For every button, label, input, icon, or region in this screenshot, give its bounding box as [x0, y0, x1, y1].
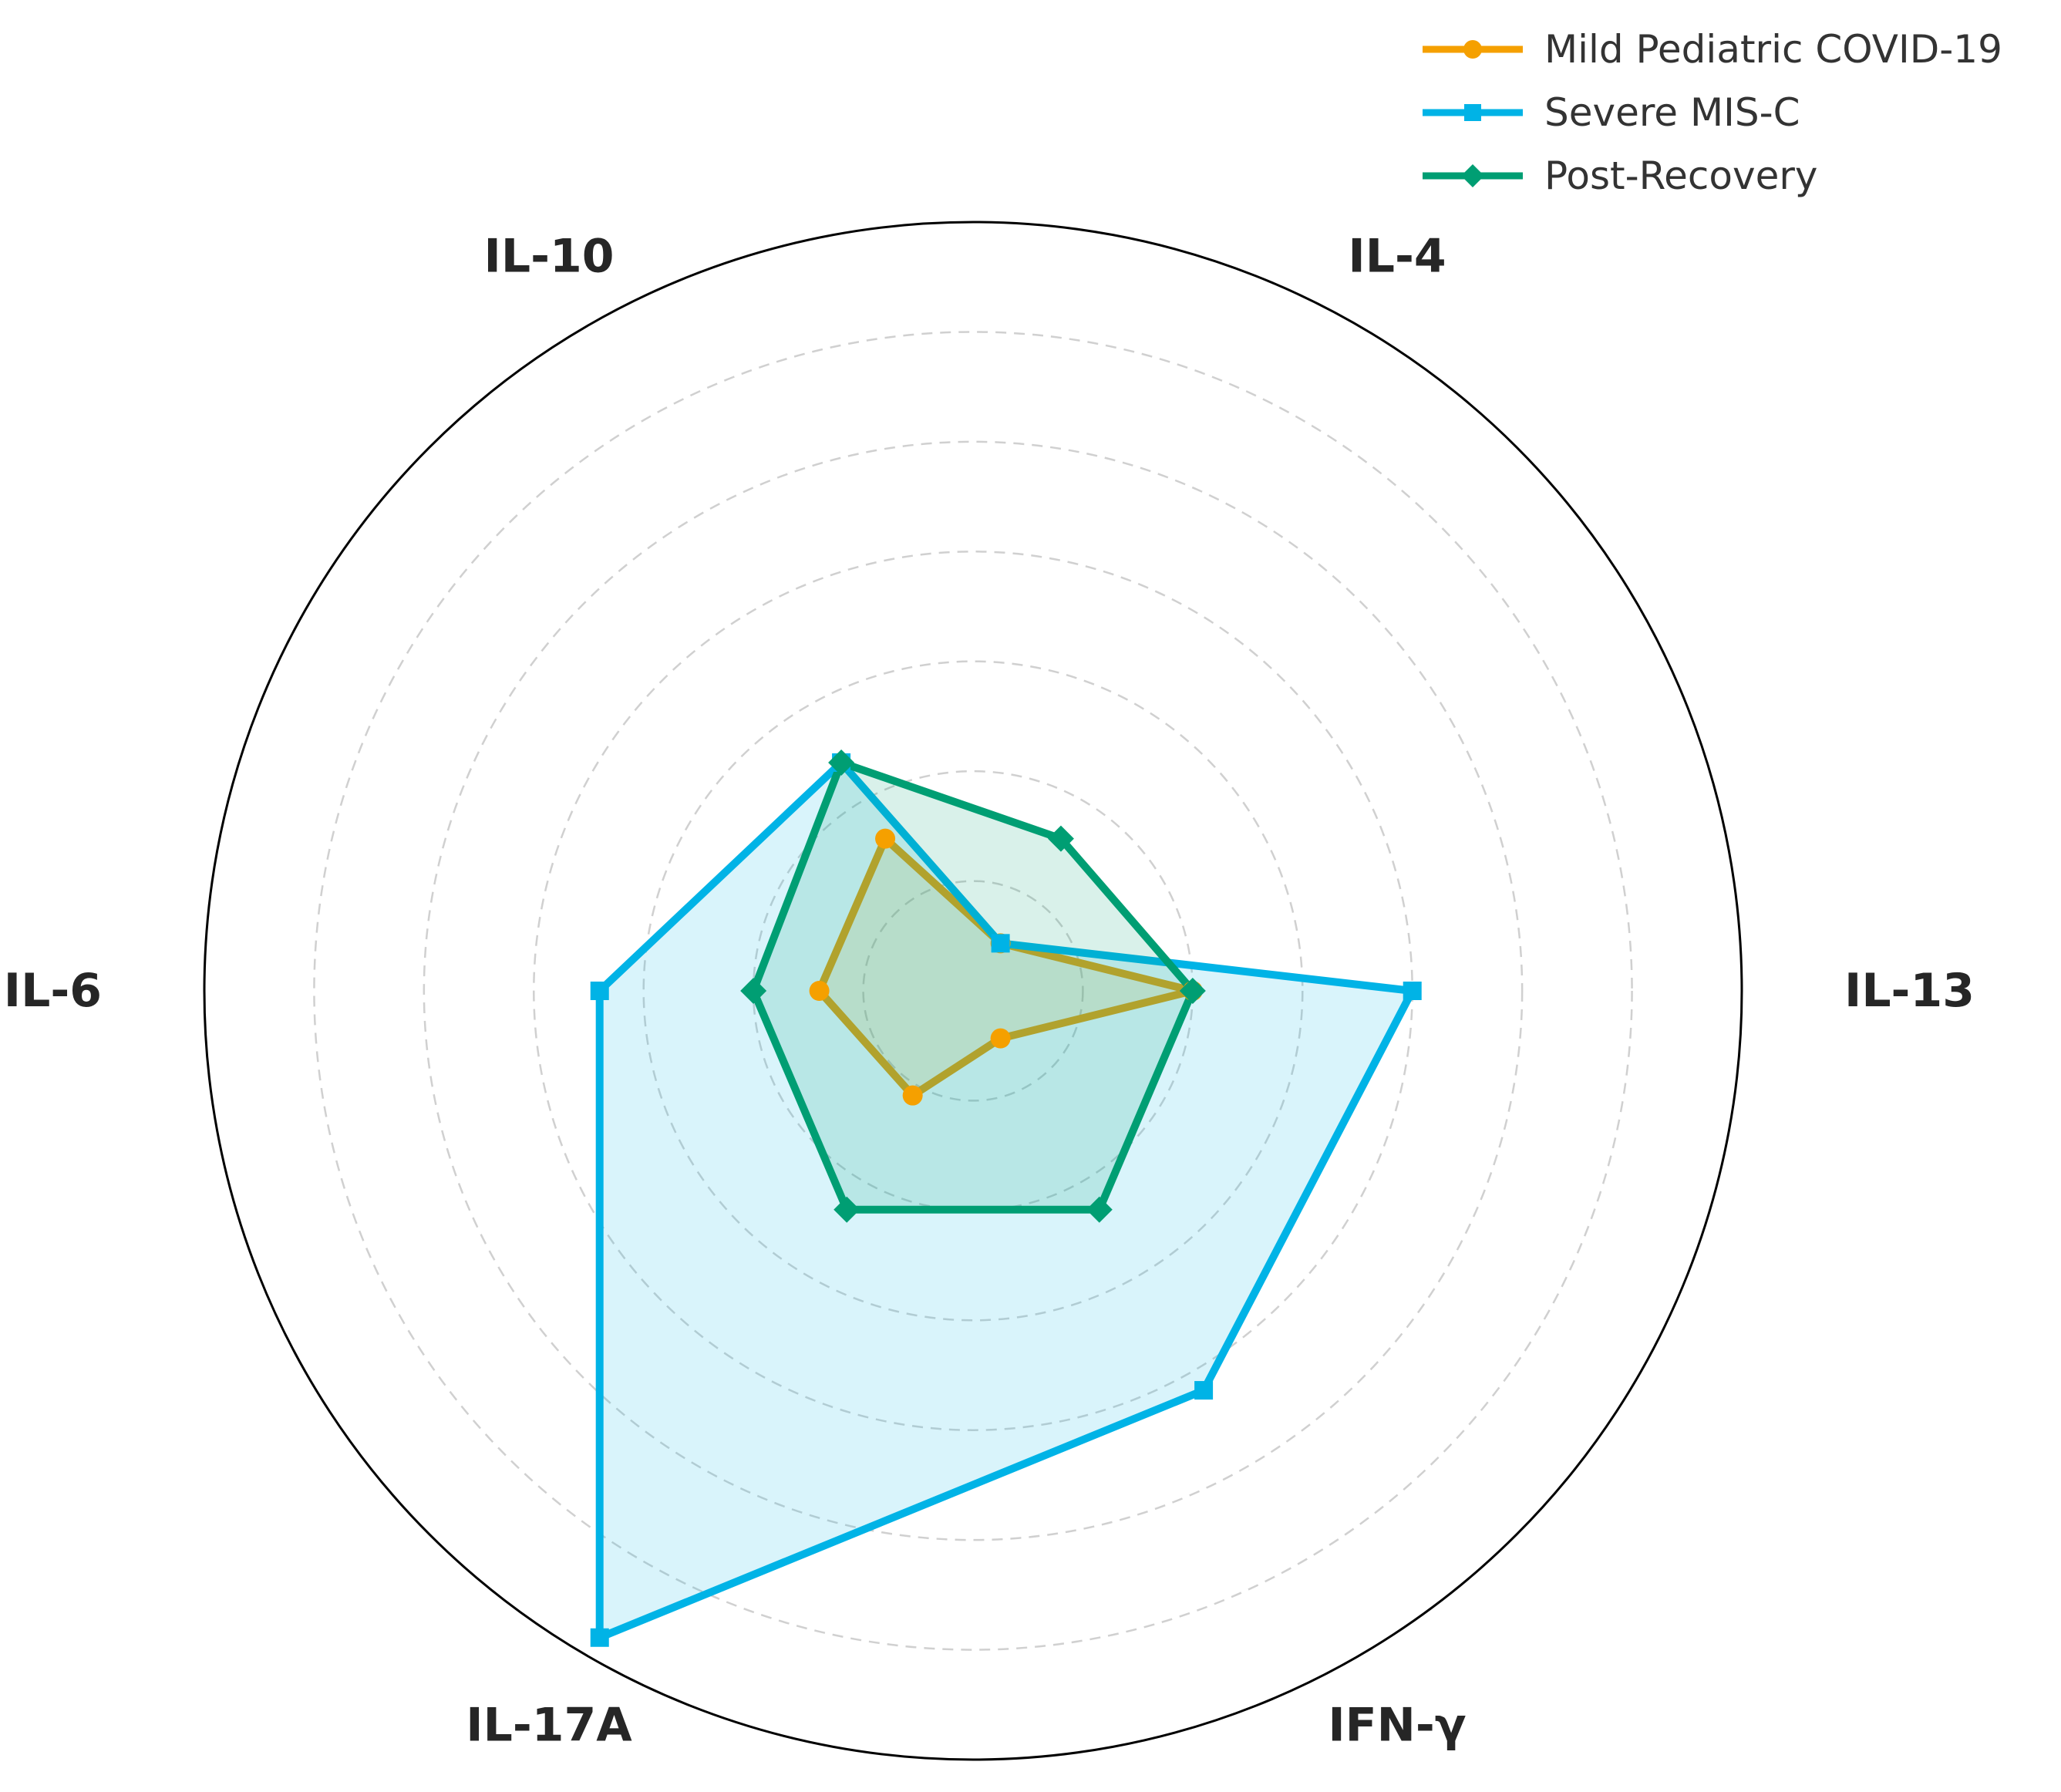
series-2-point-4 [740, 978, 767, 1004]
grid-ring-3 [642, 660, 1304, 1322]
legend-label-0: Mild Pediatric COVID-19 [1544, 27, 2002, 72]
series-1-point-0 [991, 934, 1010, 953]
series-0-point-2 [990, 1028, 1011, 1049]
series-0-point-3 [902, 1085, 923, 1106]
legend-marker-1 [1464, 104, 1481, 121]
series-2-point-5 [828, 749, 855, 776]
grid-ring-5 [423, 440, 1524, 1541]
series-0-point-5 [875, 828, 896, 849]
axis-label-3: IL-17A [466, 1699, 632, 1753]
grid-ring-6 [313, 331, 1633, 1651]
series-0-point-4 [809, 981, 830, 1001]
series-1-point-1 [1403, 982, 1422, 1000]
series-2-point-3 [833, 1196, 860, 1223]
axis-labels: IL-4 IL-13 IFN-γ IL-17A IL-6 IL-10 [4, 229, 1975, 1752]
series-2-fill [753, 763, 1193, 1210]
series-1-point-4 [590, 982, 609, 1000]
series-2-point-1 [1179, 978, 1206, 1004]
series-1-fill [599, 763, 1413, 1638]
series-2-point-0 [1047, 825, 1074, 852]
series-1-point-2 [1194, 1381, 1214, 1400]
axis-label-1: IL-13 [1844, 964, 1975, 1018]
series-0-fill [819, 838, 1193, 1096]
outer-frame [203, 221, 1743, 1761]
legend: Mild Pediatric COVID-19 Severe MIS-C Post-… [1423, 27, 2002, 198]
legend-label-2: Post-Recovery [1544, 153, 1818, 198]
legend-marker-0 [1463, 40, 1482, 59]
axis-label-2: IFN-γ [1328, 1699, 1466, 1753]
series-layer [590, 749, 1422, 1647]
axis-label-4: IL-6 [4, 964, 102, 1018]
legend-marker-2 [1461, 164, 1484, 187]
series-2-point-2 [1086, 1196, 1113, 1223]
grid-ring-1 [862, 880, 1084, 1102]
axis-label-5: IL-10 [484, 229, 615, 283]
axis-label-0: IL-4 [1348, 229, 1446, 283]
legend-label-1: Severe MIS-C [1544, 90, 1800, 135]
series-1-point-3 [590, 1628, 609, 1647]
